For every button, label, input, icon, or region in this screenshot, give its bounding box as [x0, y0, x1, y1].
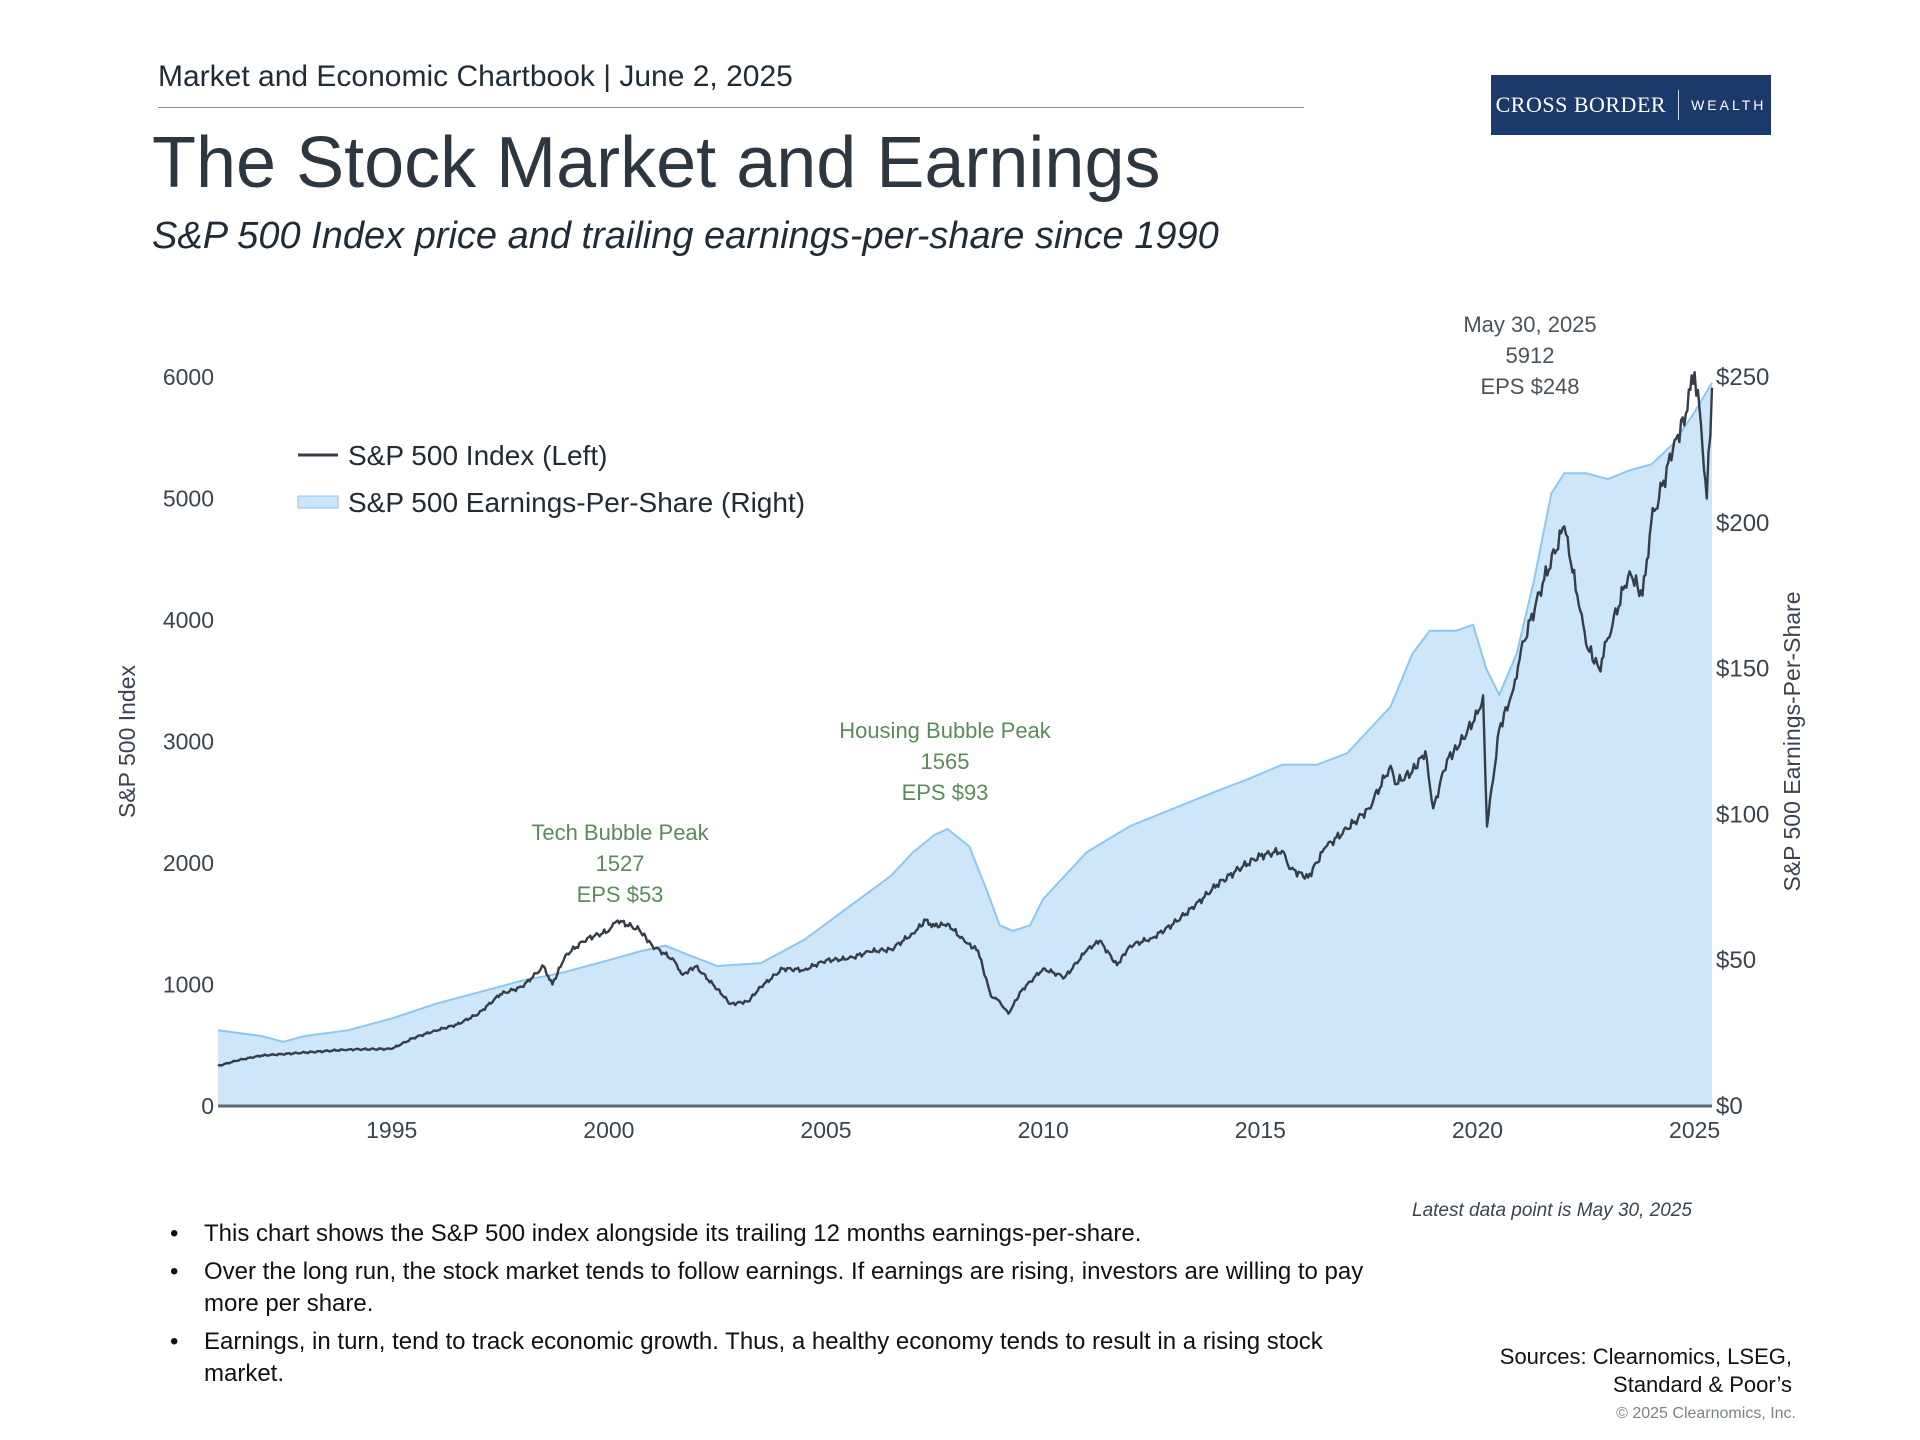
y-right-tick-label: $100	[1716, 801, 1769, 828]
y-right-axis-title: S&P 500 Earnings-Per-Share	[1779, 591, 1805, 891]
legend-eps-label: S&P 500 Earnings-Per-Share (Right)	[348, 487, 805, 518]
annotation-label: May 30, 2025	[1463, 312, 1596, 337]
bullet-item: Over the long run, the stock market tend…	[170, 1256, 1400, 1320]
index-line	[217, 370, 1714, 1067]
page-subtitle: S&P 500 Index price and trailing earning…	[152, 215, 1219, 257]
legend-eps-swatch	[297, 495, 339, 509]
bullet-item: Earnings, in turn, tend to track economi…	[170, 1326, 1400, 1390]
y-left-tick-label: 0	[201, 1093, 214, 1119]
latest-data-note: Latest data point is May 30, 2025	[1412, 1200, 1692, 1221]
logo-main-text: Cross Border	[1495, 92, 1667, 117]
y-right-tick-label: $150	[1716, 656, 1769, 683]
x-tick-label: 2025	[1669, 1117, 1720, 1143]
sources: Sources: Clearnomics, LSEG, Standard & P…	[1500, 1343, 1792, 1399]
y-left-tick-label: 4000	[163, 607, 214, 633]
annotation-label: 5912	[1506, 343, 1555, 368]
sources-line: Sources: Clearnomics, LSEG,	[1499, 1344, 1792, 1369]
x-tick-label: 2020	[1452, 1117, 1503, 1143]
x-tick-label: 2000	[583, 1117, 634, 1143]
sources-line: Standard & Poor’s	[1613, 1372, 1792, 1397]
chartbook-header: Market and Economic Chartbook | June 2, …	[158, 60, 793, 93]
x-tick-label: 1995	[366, 1117, 417, 1143]
annotation-label: 1565	[921, 749, 970, 774]
y-right-tick-label: $0	[1716, 1093, 1743, 1120]
y-left-tick-label: 5000	[163, 486, 214, 512]
logo-divider	[1678, 90, 1680, 120]
bullet-item: This chart shows the S&P 500 index along…	[170, 1218, 1400, 1250]
eps-area	[218, 382, 1712, 1106]
y-left-tick-label: 1000	[163, 972, 214, 998]
y-left-tick-label: 6000	[163, 364, 214, 390]
y-left-tick-label: 3000	[163, 729, 214, 755]
logo-sub-text: WEALTH	[1691, 97, 1767, 113]
annotation-label: Housing Bubble Peak	[839, 718, 1052, 743]
y-right-tick-label: $250	[1716, 364, 1769, 391]
legend-index-label: S&P 500 Index (Left)	[348, 440, 607, 471]
annotation-label: EPS $53	[577, 882, 664, 907]
copyright: © 2025 Clearnomics, Inc.	[1616, 1405, 1796, 1422]
bullet-list: This chart shows the S&P 500 index along…	[170, 1218, 1400, 1396]
annotation-label: EPS $248	[1480, 374, 1579, 399]
brand-logo: Cross Border WEALTH	[1491, 75, 1771, 135]
page-title: The Stock Market and Earnings	[152, 123, 1161, 203]
y-right-tick-label: $50	[1716, 947, 1756, 974]
y-left-axis-title: S&P 500 Index	[114, 664, 140, 818]
y-left-tick-label: 2000	[163, 850, 214, 876]
x-tick-label: 2010	[1018, 1117, 1069, 1143]
header-rule	[158, 107, 1304, 108]
annotation-label: EPS $93	[902, 780, 989, 805]
y-right-tick-label: $200	[1716, 510, 1769, 537]
x-tick-label: 2015	[1235, 1117, 1286, 1143]
annotation-label: Tech Bubble Peak	[531, 820, 709, 845]
eps-line	[217, 382, 1713, 1043]
stock-earnings-chart: 0 1000 2000 3000 4000 5000 6000 $0 $50 $100 $150 $2…	[114, 312, 1805, 1143]
annotation-label: 1527	[596, 851, 645, 876]
x-tick-label: 2005	[800, 1117, 851, 1143]
